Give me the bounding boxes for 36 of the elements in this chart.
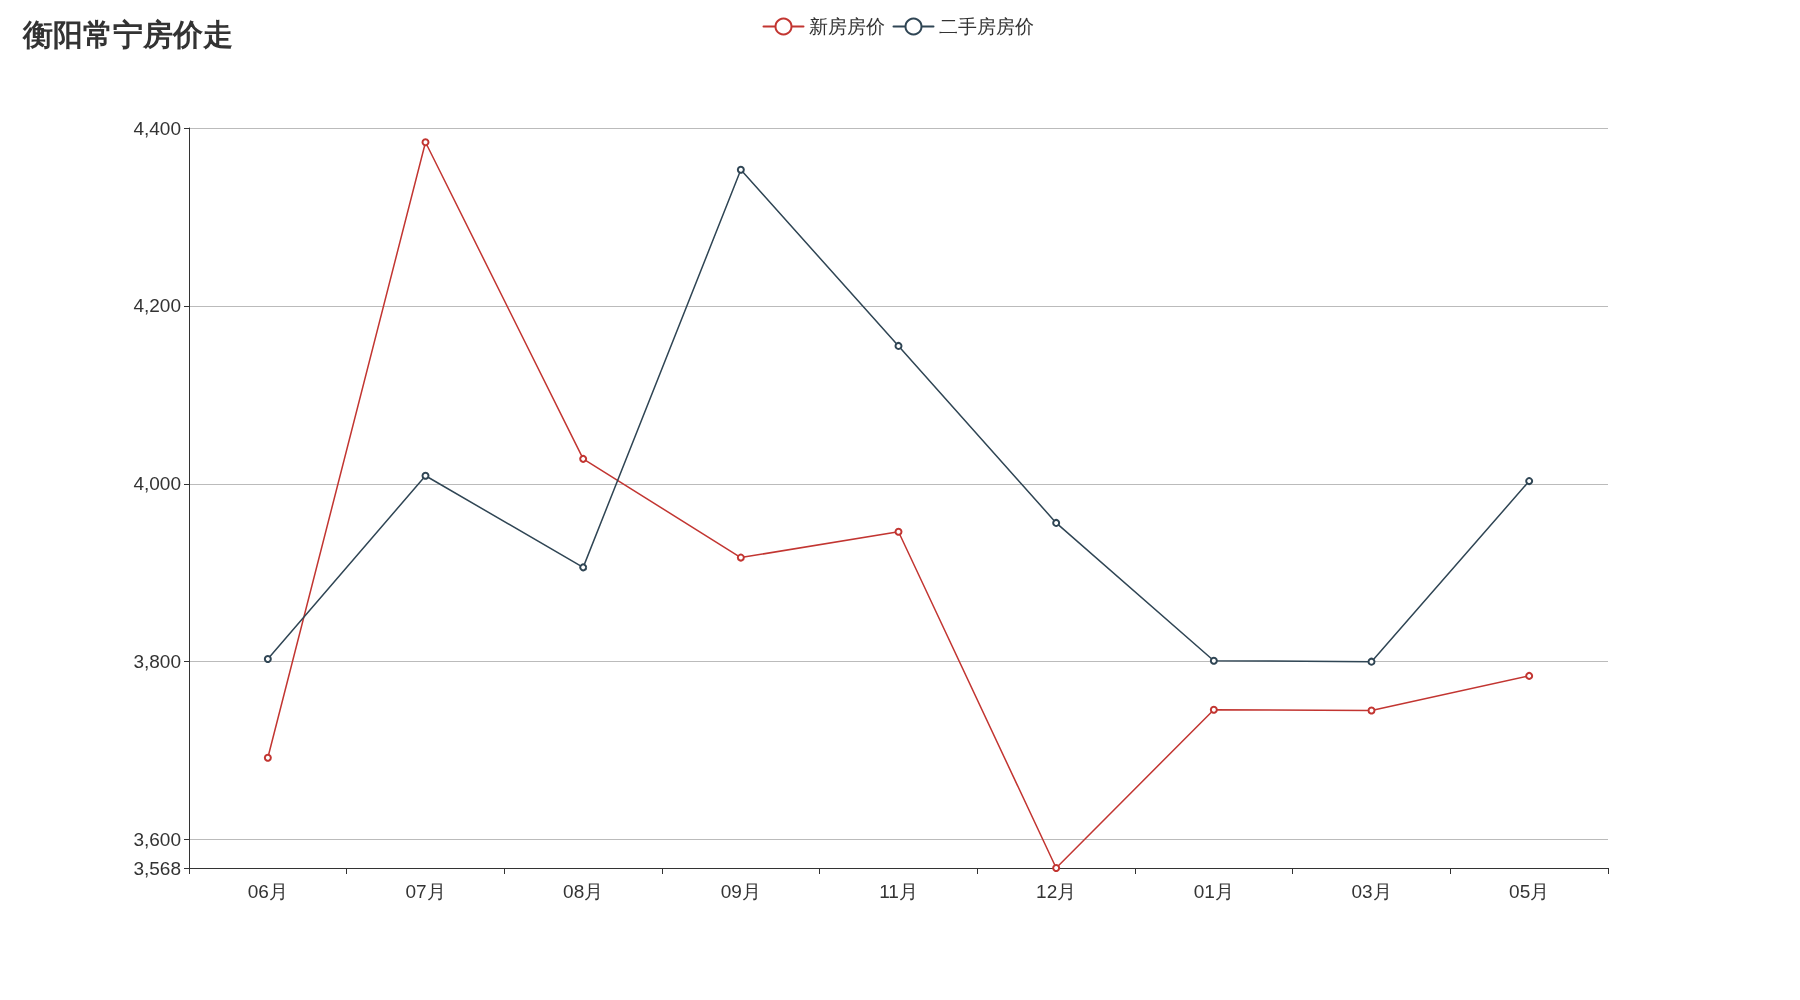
chart-title: 衡阳常宁房价走 — [22, 17, 233, 51]
point — [1367, 657, 1376, 666]
x-tick-label: 03月 — [1351, 881, 1392, 902]
legend-label: 新房房价 — [808, 16, 885, 37]
y-tick-label: 4,200 — [133, 295, 181, 317]
point — [1052, 518, 1061, 527]
x-tick-label: 07月 — [405, 881, 446, 902]
point — [263, 654, 272, 663]
legend-label: 二手房房价 — [938, 16, 1034, 37]
point — [1525, 477, 1534, 486]
x-tick-label: 11月 — [879, 881, 918, 902]
point — [736, 165, 745, 174]
point — [1209, 705, 1218, 714]
y-tick-label: 3,568 — [133, 857, 181, 879]
point — [421, 471, 430, 480]
y-tick-label: 3,600 — [133, 829, 181, 851]
x-tick-label: 06月 — [247, 881, 288, 902]
point — [1367, 706, 1376, 715]
point — [579, 563, 588, 572]
point — [263, 753, 272, 762]
x-tick-label: 05月 — [1509, 881, 1550, 902]
y-tick-label: 3,800 — [133, 651, 181, 673]
x-tick-label: 08月 — [563, 881, 604, 902]
x-tick-label: 12月 — [1036, 881, 1077, 902]
point — [1209, 656, 1218, 665]
point — [894, 527, 903, 536]
point — [1525, 671, 1534, 680]
y-tick-label: 4,000 — [133, 473, 181, 495]
y-tick-label: 4,400 — [133, 117, 181, 139]
point — [1052, 864, 1061, 872]
point — [736, 553, 745, 562]
x-tick-label: 09月 — [720, 881, 761, 902]
point — [579, 454, 588, 463]
point — [894, 341, 903, 350]
x-tick-label: 01月 — [1193, 881, 1234, 902]
point — [421, 138, 430, 147]
